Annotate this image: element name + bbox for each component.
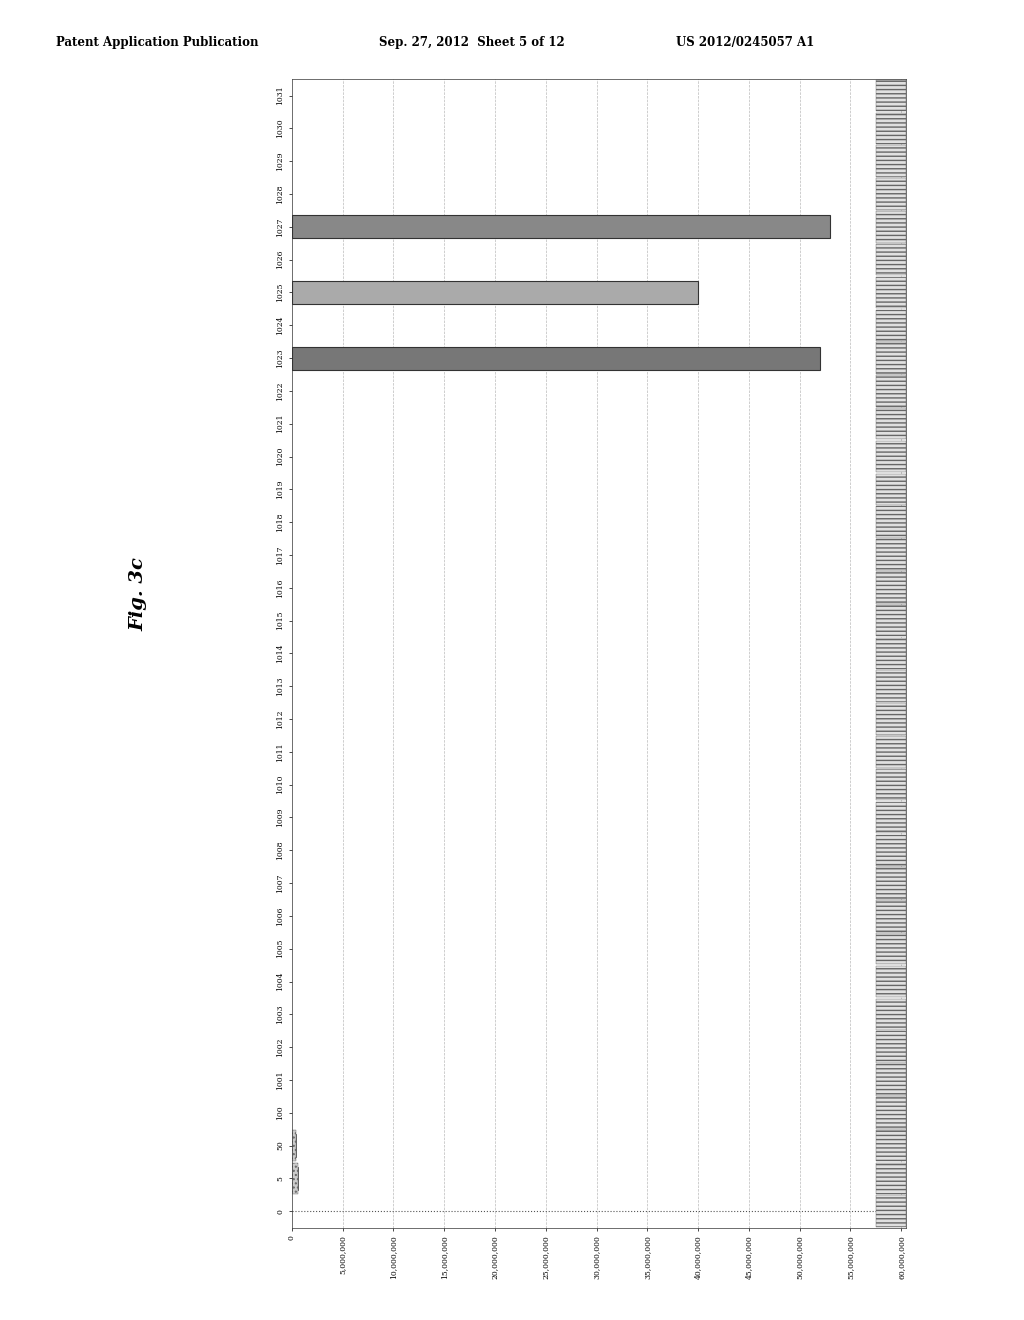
Bar xyxy=(292,1163,298,1195)
Bar xyxy=(876,145,906,177)
Bar xyxy=(876,244,906,276)
Bar xyxy=(876,933,906,965)
Bar xyxy=(876,768,906,800)
Bar xyxy=(876,1064,906,1096)
Bar xyxy=(876,1163,906,1195)
Bar xyxy=(876,867,906,899)
Bar xyxy=(292,1130,296,1162)
Bar xyxy=(876,998,906,1030)
Bar xyxy=(876,178,906,210)
Bar xyxy=(876,638,906,669)
Bar xyxy=(876,1097,906,1129)
Bar xyxy=(876,342,906,374)
Bar xyxy=(876,671,906,702)
Bar xyxy=(876,605,906,636)
Bar xyxy=(876,408,906,440)
Text: Fig. 3c: Fig. 3c xyxy=(129,557,147,631)
Bar xyxy=(876,1130,906,1162)
Bar xyxy=(876,539,906,570)
Bar xyxy=(876,900,906,932)
Bar xyxy=(876,79,906,111)
Bar xyxy=(876,704,906,735)
Bar xyxy=(876,966,906,998)
Bar xyxy=(292,347,820,370)
Bar xyxy=(876,211,906,243)
Text: Patent Application Publication: Patent Application Publication xyxy=(56,36,259,49)
Bar xyxy=(292,1167,298,1189)
Bar xyxy=(876,1196,906,1228)
Bar xyxy=(876,834,906,866)
Bar xyxy=(876,474,906,506)
Bar xyxy=(876,277,906,309)
Bar xyxy=(876,441,906,473)
Bar xyxy=(292,215,830,239)
Text: US 2012/0245057 A1: US 2012/0245057 A1 xyxy=(676,36,814,49)
Bar xyxy=(876,375,906,407)
Bar xyxy=(292,281,698,304)
Bar xyxy=(876,112,906,144)
Bar xyxy=(876,801,906,833)
Text: Sep. 27, 2012  Sheet 5 of 12: Sep. 27, 2012 Sheet 5 of 12 xyxy=(379,36,564,49)
Bar xyxy=(876,737,906,768)
Bar xyxy=(876,572,906,603)
Bar xyxy=(876,309,906,341)
Bar xyxy=(292,1134,296,1158)
Bar xyxy=(876,507,906,539)
Bar xyxy=(876,1031,906,1063)
